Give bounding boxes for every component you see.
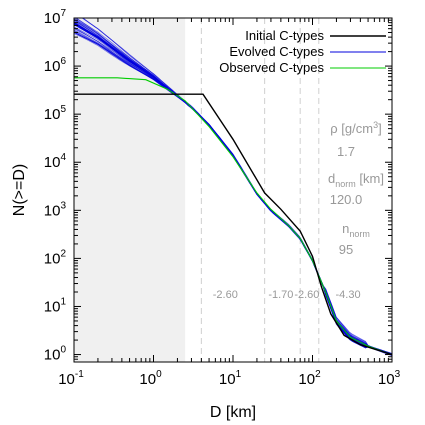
- annotation-value: 95: [339, 242, 353, 257]
- observed-series-line: [74, 77, 392, 356]
- annotation-value: 1.7: [337, 144, 355, 159]
- x-tick-label: 100: [139, 369, 162, 388]
- y-tick-labels: 100 101 102 103 104 105 106 107: [44, 8, 67, 364]
- legend-label: Initial C-types: [245, 28, 324, 43]
- x-tick-labels: 10-1 100 101 102 103: [58, 369, 400, 388]
- y-tick-label: 101: [44, 296, 67, 315]
- parameter-annotations: ρ [g/cm3] 1.7 dnorm [km] 120.0 nnorm 95: [328, 120, 384, 257]
- slope-label: -1.70: [268, 289, 293, 301]
- y-tick-label: 104: [44, 152, 67, 171]
- y-tick-label: 105: [44, 104, 67, 123]
- y-tick-label: 107: [44, 8, 67, 27]
- slope-label: -2.60: [213, 289, 238, 301]
- annotation-value: 120.0: [330, 192, 363, 207]
- legend-label: Observed C-types: [219, 60, 324, 75]
- slope-label: -2.60: [294, 289, 319, 301]
- shaded-region: [74, 18, 186, 362]
- x-tick-label: 102: [298, 369, 321, 388]
- x-tick-label: 103: [378, 369, 401, 388]
- legend-label: Evolved C-types: [229, 44, 324, 59]
- annotation-label: ρ [g/cm3]: [330, 120, 381, 136]
- slope-label: -4.30: [336, 289, 361, 301]
- annotation-label: nnorm: [342, 221, 370, 239]
- annotation-label: dnorm [km]: [328, 171, 384, 189]
- slope-labels: -2.60 -1.70 -2.60 -4.30: [213, 289, 361, 301]
- x-tick-label: 10-1: [58, 369, 84, 388]
- x-axis-label: D [km]: [210, 404, 256, 421]
- x-tick-label: 101: [219, 369, 242, 388]
- y-tick-label: 103: [44, 200, 67, 219]
- break-lines: [200, 18, 320, 362]
- y-axis-label: N(>=D): [11, 164, 28, 216]
- y-tick-label: 100: [44, 345, 67, 364]
- initial-series-line: [74, 93, 392, 356]
- y-tick-label: 106: [44, 56, 67, 75]
- axis-ticks: [73, 18, 393, 363]
- series-group: [74, 18, 392, 357]
- y-tick-label: 102: [44, 248, 67, 267]
